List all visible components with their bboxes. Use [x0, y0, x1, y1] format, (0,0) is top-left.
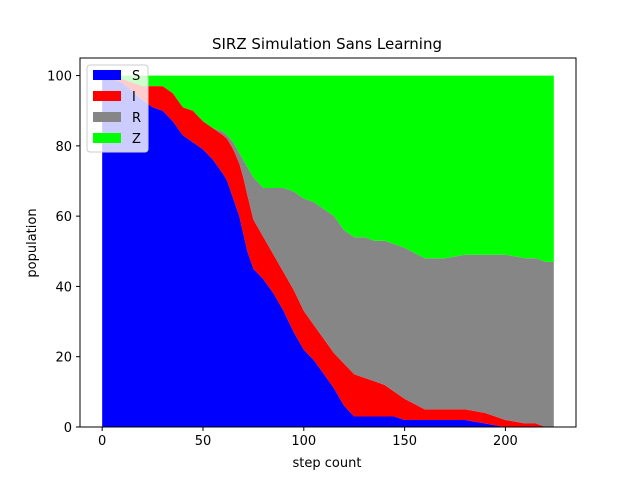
y-axis: 0 20 40 60 80 100 — [47, 70, 80, 436]
legend-swatch-s — [93, 70, 121, 80]
plot-frame — [79, 57, 577, 428]
x-tick-label: 100 — [291, 434, 316, 449]
y-tick-label: 0 — [64, 421, 72, 436]
x-axis-label: step count — [293, 456, 362, 471]
area-i — [102, 75, 554, 427]
y-tick-label: 60 — [55, 210, 72, 225]
chart-title: SIRZ Simulation Sans Learning — [212, 35, 442, 53]
legend-swatch-i — [93, 91, 121, 101]
y-tick-label: 40 — [55, 280, 72, 295]
legend-label-z: Z — [132, 132, 141, 147]
y-tick-label: 100 — [47, 70, 72, 85]
x-axis: 0 50 100 150 200 — [98, 427, 518, 449]
y-tick-label: 80 — [55, 140, 72, 155]
legend-swatch-z — [93, 133, 121, 143]
y-tick-label: 20 — [55, 351, 72, 366]
legend-label-i: I — [132, 90, 136, 105]
legend-label-r: R — [132, 111, 141, 126]
legend-swatch-r — [93, 112, 121, 122]
x-tick-label: 50 — [195, 434, 212, 449]
x-tick-label: 0 — [98, 434, 106, 449]
legend-box — [86, 64, 149, 153]
area-layer — [102, 75, 554, 427]
area-s — [102, 75, 554, 427]
legend-label-s: S — [132, 69, 140, 84]
area-r — [102, 75, 554, 427]
legend: SIRZ — [86, 64, 149, 153]
y-axis-label: population — [25, 208, 40, 277]
x-tick-label: 200 — [493, 434, 518, 449]
x-tick-label: 150 — [392, 434, 417, 449]
area-z — [102, 75, 554, 262]
